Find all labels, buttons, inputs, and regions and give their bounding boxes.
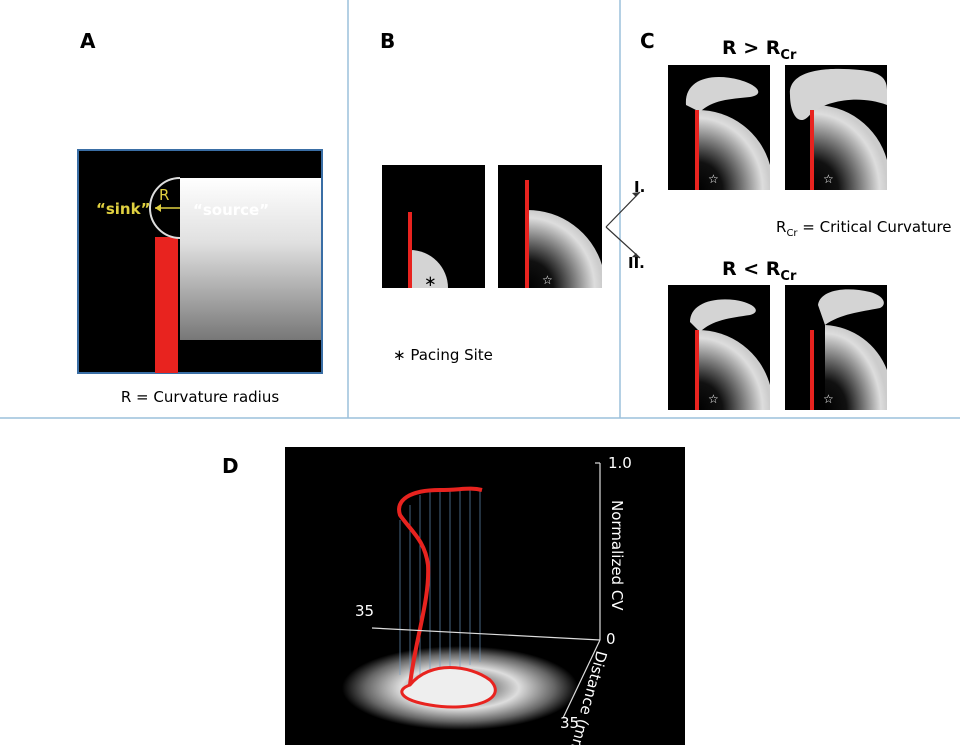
title-top: R > RCr: [722, 37, 797, 63]
star: ☆: [823, 392, 834, 406]
title-sub: Cr: [780, 48, 797, 63]
y-axis-label: Normalized CV: [608, 500, 626, 611]
star: ∗: [424, 272, 437, 290]
depth-end: 35: [560, 714, 579, 732]
tile: ☆: [785, 65, 887, 190]
panel-d: D 1.0 0 Normalized CV 35 Distance (mm) 3…: [222, 447, 685, 745]
title-text: R > R: [722, 37, 781, 59]
row-label: II.: [628, 254, 645, 272]
panel-c: C R > RCr ☆ ☆ I. RCr = Critical Curvatur…: [628, 29, 952, 410]
title-sub: Cr: [780, 269, 797, 284]
sink-label: “sink”: [96, 200, 150, 218]
panel-label: A: [80, 29, 96, 53]
star: ☆: [823, 172, 834, 186]
panel-label: D: [222, 454, 239, 478]
star: ☆: [708, 392, 719, 406]
def-text: = Critical Curvature: [798, 218, 952, 236]
panel-a: A R “sink” “source” R = Curvature radius: [78, 29, 322, 406]
figure: A R “sink” “source” R = Curvature radius…: [0, 0, 960, 745]
panel-b: B ∗ ☆ ∗ Pacing Site: [380, 29, 640, 364]
star: ☆: [542, 273, 553, 287]
caption: R = Curvature radius: [121, 388, 280, 406]
title-text: R < R: [722, 258, 781, 280]
y-top: 1.0: [608, 454, 632, 472]
def-symbol: R: [776, 218, 786, 236]
tile: ☆: [785, 285, 887, 410]
star: ☆: [708, 172, 719, 186]
title-bottom: R < RCr: [722, 258, 797, 284]
panel-label: C: [640, 29, 655, 53]
tile: ☆: [668, 65, 770, 190]
panel-label: B: [380, 29, 395, 53]
radius-symbol: R: [159, 186, 169, 204]
source-label: “source”: [193, 201, 269, 219]
row-label: I.: [634, 178, 645, 196]
caption: ∗ Pacing Site: [393, 346, 493, 364]
tile: ☆: [668, 285, 770, 410]
definition: RCr = Critical Curvature: [776, 218, 952, 239]
y-bottom: 0: [606, 630, 616, 648]
x-end: 35: [355, 602, 374, 620]
